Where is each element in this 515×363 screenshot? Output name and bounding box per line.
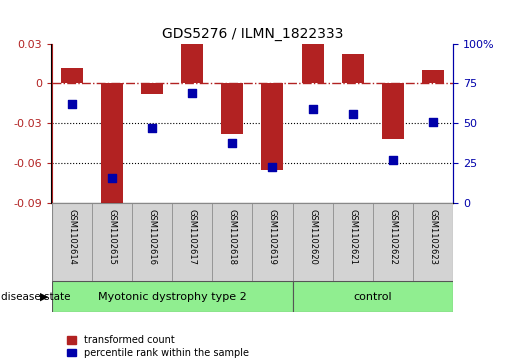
Text: GSM1102623: GSM1102623 — [428, 209, 438, 265]
Bar — [101, 83, 123, 206]
Point — [308, 106, 317, 112]
Bar — [141, 83, 163, 94]
Text: GSM1102622: GSM1102622 — [388, 209, 398, 265]
Text: GSM1102619: GSM1102619 — [268, 209, 277, 265]
Bar — [302, 44, 323, 83]
Text: control: control — [353, 292, 392, 302]
Point — [108, 175, 116, 181]
Text: GSM1102620: GSM1102620 — [308, 209, 317, 265]
Bar — [132, 203, 172, 281]
Bar — [413, 203, 453, 281]
Bar — [52, 203, 92, 281]
Bar — [293, 203, 333, 281]
Text: GSM1102621: GSM1102621 — [348, 209, 357, 265]
Bar — [61, 68, 82, 83]
Point — [67, 101, 76, 107]
Point — [188, 90, 196, 96]
Bar — [92, 203, 132, 281]
Bar — [52, 281, 293, 312]
Text: Myotonic dystrophy type 2: Myotonic dystrophy type 2 — [98, 292, 246, 302]
Bar — [342, 54, 364, 83]
Text: disease state: disease state — [1, 292, 71, 302]
Text: GSM1102614: GSM1102614 — [67, 209, 76, 265]
Text: ▶: ▶ — [40, 292, 48, 302]
Text: GSM1102615: GSM1102615 — [107, 209, 116, 265]
Point — [268, 164, 277, 170]
Point — [228, 140, 236, 146]
Bar — [212, 203, 252, 281]
Bar — [252, 203, 293, 281]
Bar — [422, 70, 444, 83]
Bar — [181, 44, 203, 83]
Point — [389, 157, 397, 163]
Bar — [293, 281, 453, 312]
Title: GDS5276 / ILMN_1822333: GDS5276 / ILMN_1822333 — [162, 27, 343, 41]
Text: GSM1102618: GSM1102618 — [228, 209, 237, 265]
Bar — [172, 203, 212, 281]
Point — [349, 111, 357, 117]
Point — [148, 125, 156, 131]
Legend: transformed count, percentile rank within the sample: transformed count, percentile rank withi… — [66, 335, 249, 358]
Bar — [221, 83, 243, 134]
Point — [429, 119, 437, 125]
Bar — [373, 203, 413, 281]
Bar — [333, 203, 373, 281]
Text: GSM1102616: GSM1102616 — [147, 209, 157, 265]
Text: GSM1102617: GSM1102617 — [187, 209, 197, 265]
Bar — [382, 83, 404, 139]
Bar — [262, 83, 283, 170]
